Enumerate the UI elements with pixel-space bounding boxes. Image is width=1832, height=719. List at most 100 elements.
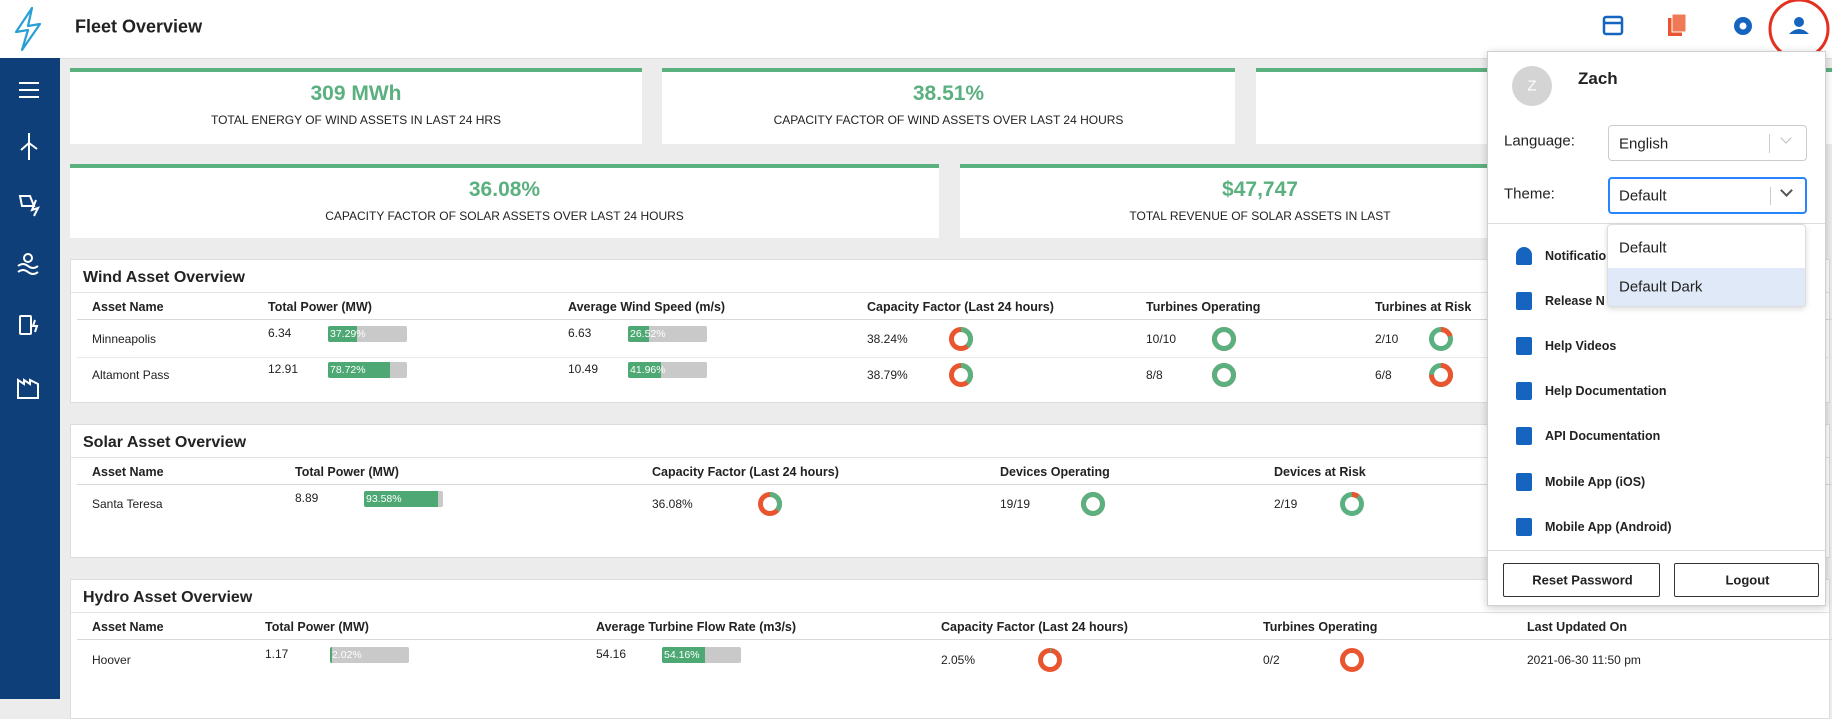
logo[interactable]	[8, 6, 48, 52]
highlight-circle	[1768, 0, 1830, 58]
progress-bar: 93.58%	[364, 491, 443, 507]
settings-icon[interactable]	[1734, 17, 1752, 35]
divider	[1488, 550, 1825, 551]
divider	[71, 457, 1829, 458]
column-header: Total Power (MW)	[295, 465, 399, 479]
top-bar	[0, 0, 1832, 59]
column-header: Turbines at Risk	[1375, 300, 1472, 314]
divider	[77, 484, 1832, 485]
divider	[77, 319, 1832, 320]
user-name: Zach	[1578, 69, 1618, 88]
donut	[1429, 363, 1453, 387]
cell-text: 36.08%	[652, 497, 693, 511]
progress-fill	[662, 647, 705, 663]
divider	[71, 612, 1829, 613]
cell-number: 54.16	[596, 647, 627, 661]
donut-track	[1038, 648, 1062, 672]
column-header: Devices at Risk	[1274, 465, 1366, 479]
donut	[1038, 648, 1062, 672]
column-header: Total Power (MW)	[268, 300, 372, 314]
cell-number: 6.63	[568, 326, 592, 340]
menu-icon[interactable]	[19, 82, 39, 98]
progress-fill	[328, 326, 358, 342]
reports-icon[interactable]	[1602, 15, 1624, 36]
cell-text: 2021-06-30 11:50 pm	[1527, 653, 1641, 667]
cell-text: Hoover	[92, 653, 131, 667]
menu-icon	[1516, 427, 1532, 446]
donut	[949, 327, 973, 351]
progress-label: 78.72%	[330, 364, 366, 376]
theme-option[interactable]: Default Dark	[1608, 268, 1805, 306]
industry-icon[interactable]	[17, 378, 39, 399]
menu-item[interactable]: Mobile App (Android)	[1545, 519, 1672, 534]
menu-item[interactable]: Notificatio	[1545, 249, 1607, 263]
column-header: Capacity Factor (Last 24 hours)	[652, 465, 839, 479]
kpi-value: $47,747	[1222, 178, 1298, 201]
menu-item[interactable]: Release N	[1545, 294, 1605, 309]
solar-icon[interactable]	[18, 195, 40, 217]
cell-text: Santa Teresa	[92, 497, 163, 511]
donut-track	[1340, 492, 1364, 516]
donut	[1081, 492, 1105, 516]
column-header: Average Turbine Flow Rate (m3/s)	[596, 620, 797, 634]
button-label: Reset Password	[1532, 572, 1633, 588]
kpi-card: 309 MWh TOTAL ENERGY OF WIND ASSETS IN LA…	[70, 68, 642, 144]
theme-option-label: Default	[1619, 239, 1667, 257]
donut	[1340, 648, 1364, 672]
progress-label: 37.29%	[330, 328, 366, 340]
divider	[71, 292, 1829, 293]
menu-icon	[1516, 337, 1532, 356]
menu-button[interactable]: Reset Password	[1503, 563, 1660, 597]
column-header: Turbines Operating	[1146, 300, 1261, 314]
cell-number: 12.91	[268, 362, 299, 376]
language-select[interactable]: English	[1608, 125, 1807, 161]
donut-arc	[1038, 648, 1062, 672]
donut-arc	[1212, 363, 1236, 387]
hydro-icon[interactable]	[17, 253, 39, 275]
menu-button[interactable]: Logout	[1674, 563, 1819, 597]
wind-icon[interactable]	[20, 133, 38, 160]
donut-arc	[1340, 492, 1364, 516]
kpi-label: TOTAL ENERGY OF WIND ASSETS IN LAST 24 H…	[210, 113, 502, 127]
avatar-initial: Z	[1527, 77, 1537, 95]
menu-item[interactable]: Help Documentation	[1545, 384, 1667, 399]
column-header: Asset Name	[92, 465, 164, 479]
kpi-card: 36.08% CAPACITY FACTOR OF SOLAR ASSETS OV…	[70, 164, 939, 238]
cell-text: 38.24%	[867, 332, 908, 346]
kpi-label: CAPACITY FACTOR OF WIND ASSETS OVER LAST…	[773, 113, 1124, 127]
theme-option[interactable]: Default	[1608, 229, 1805, 268]
donut	[1429, 327, 1453, 351]
progress-bar: 78.72%	[328, 362, 407, 378]
theme-select[interactable]: Default	[1608, 177, 1807, 214]
progress-label: 54.16%	[664, 649, 700, 661]
cell-text: 2/10	[1375, 332, 1399, 346]
cell-number: 1.17	[265, 647, 289, 661]
cell-text: Altamont Pass	[92, 368, 170, 382]
cell-text: 6/8	[1375, 368, 1392, 382]
panel-title: Hydro Asset Overview	[83, 589, 253, 606]
progress-fill	[628, 362, 662, 378]
menu-icon	[1516, 517, 1532, 536]
menu-item[interactable]: Help Videos	[1545, 339, 1617, 354]
progress-fill	[628, 326, 649, 342]
theme-label: Theme:	[1504, 185, 1555, 203]
user-icon[interactable]	[1789, 17, 1809, 34]
theme-option-label: Default Dark	[1619, 278, 1703, 296]
kpi-value: 38.51%	[912, 82, 985, 105]
chevron	[1780, 132, 1792, 144]
menu-item[interactable]: API Documentation	[1545, 429, 1661, 444]
cell-number: 6.34	[268, 326, 292, 340]
page-title: Fleet Overview	[75, 16, 203, 37]
kpi-card: $47,747 TOTAL REVENUE OF SOLAR ASSETS IN …	[960, 164, 1560, 238]
progress-bar: 41.96%	[628, 362, 707, 378]
chevron	[1780, 184, 1793, 197]
cell-text: Minneapolis	[92, 332, 157, 346]
menu-item[interactable]: Mobile App (iOS)	[1545, 474, 1646, 489]
cell-text: 19/19	[1000, 497, 1031, 511]
storage-icon[interactable]	[19, 315, 39, 335]
donut-arc	[1081, 492, 1105, 516]
menu-icon	[1516, 247, 1532, 265]
cell-text: 38.79%	[867, 368, 908, 382]
documents-icon[interactable]	[1668, 13, 1687, 36]
